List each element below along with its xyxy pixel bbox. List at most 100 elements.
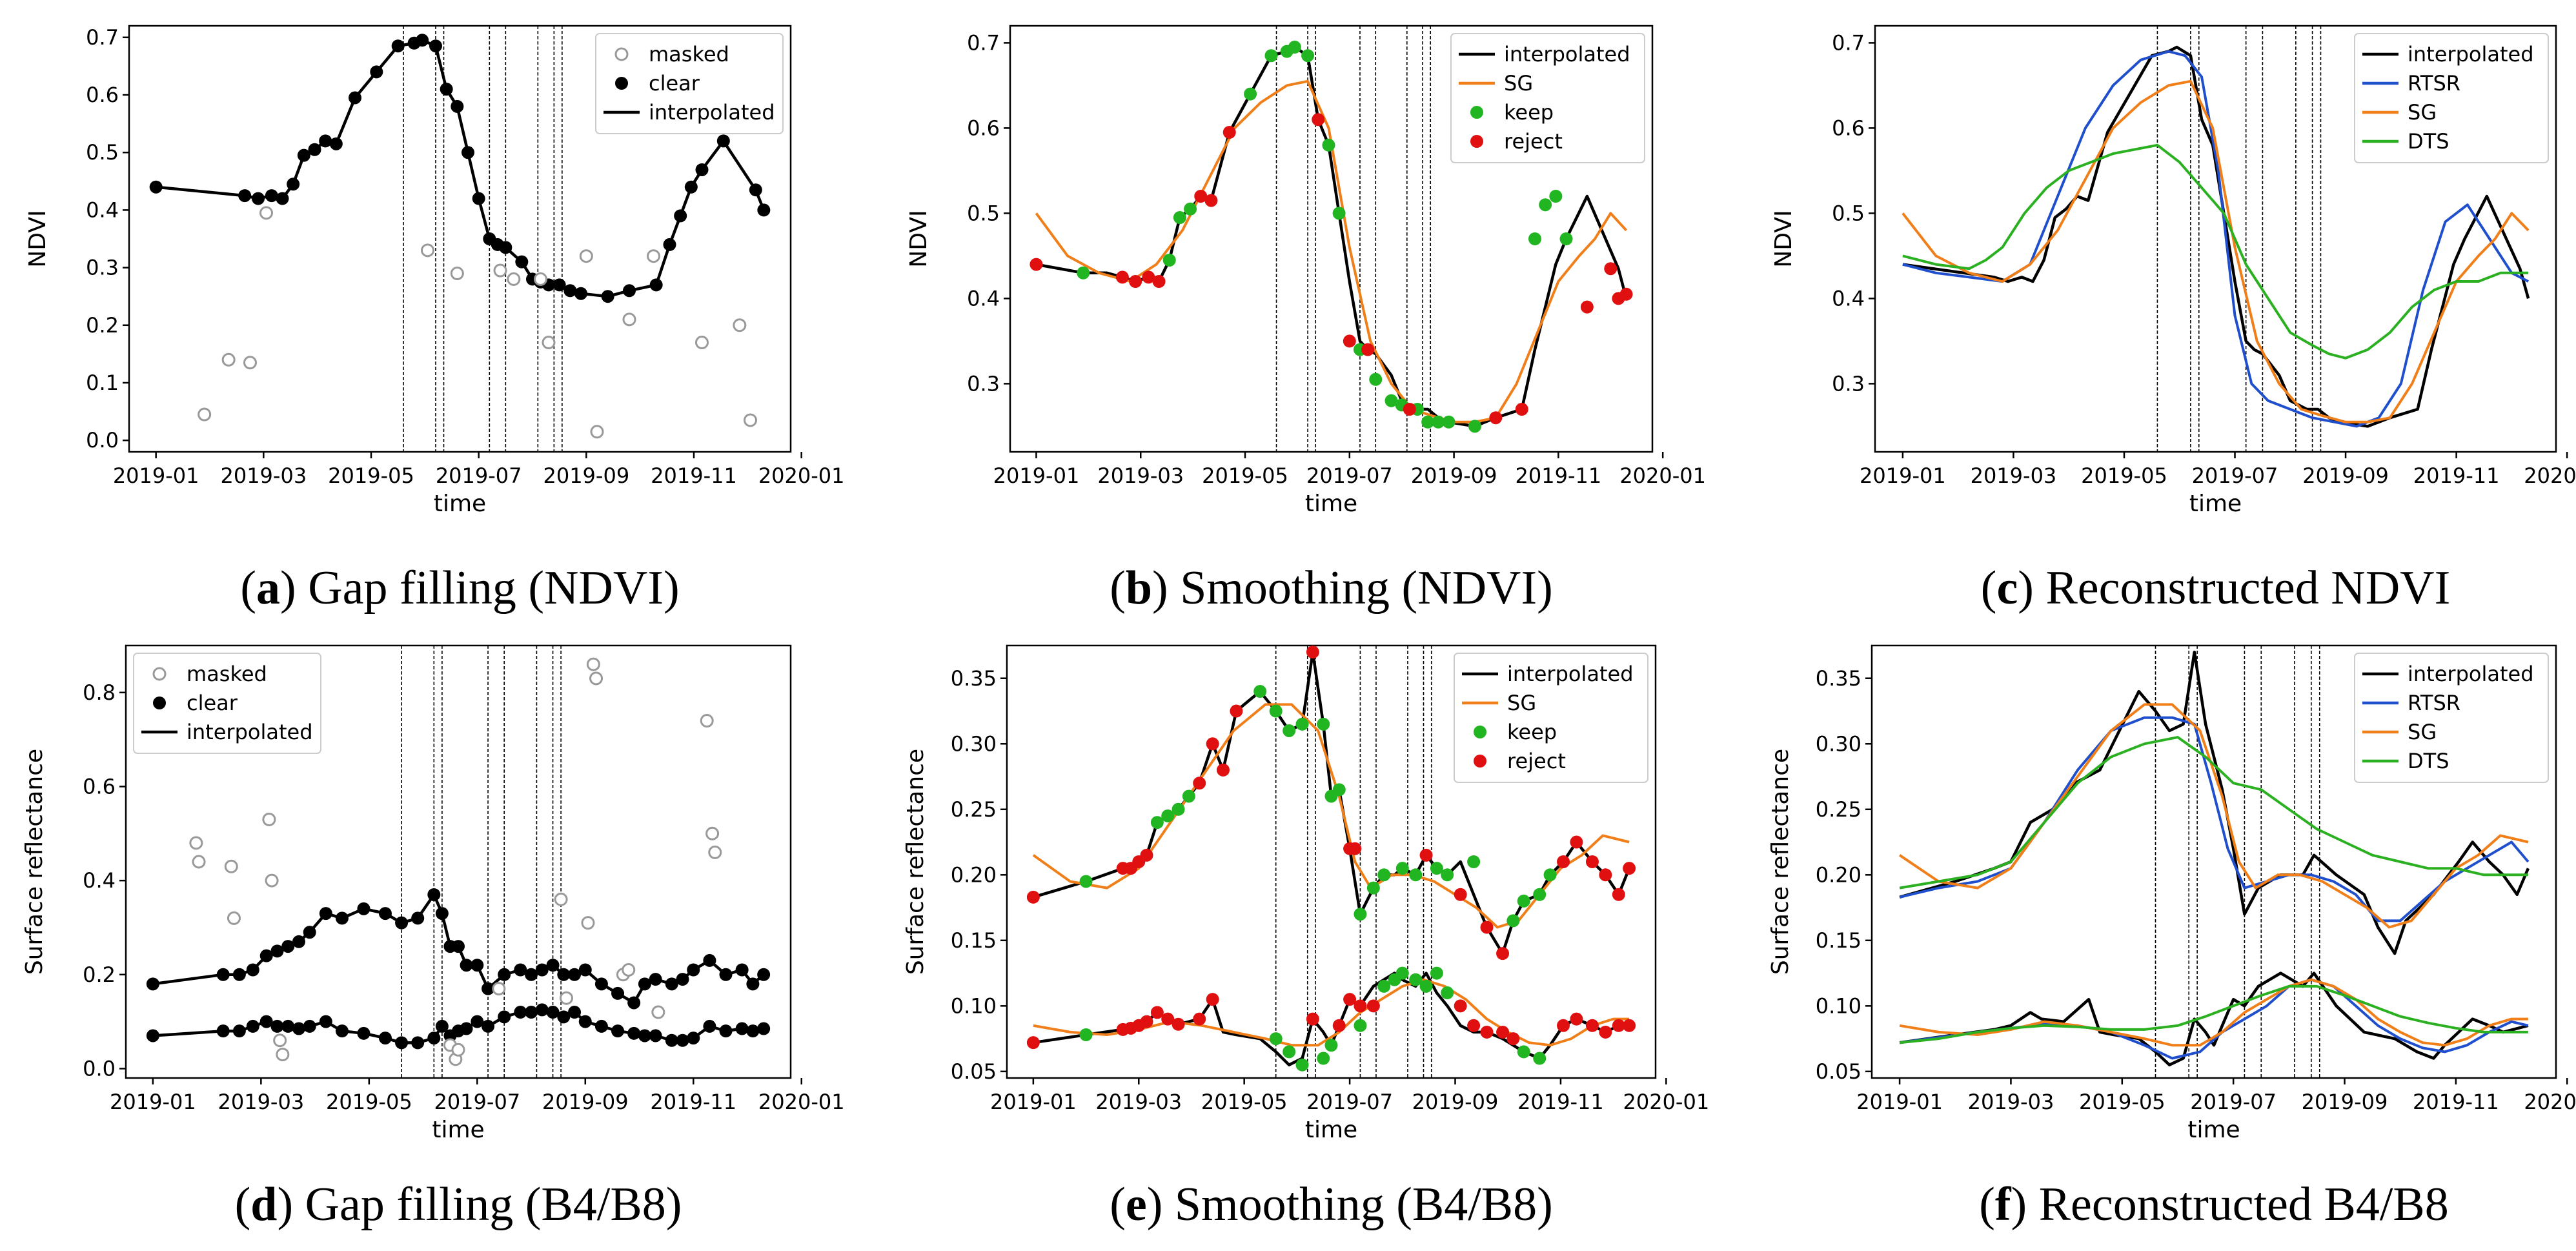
x-tick-label: 2019-11 [2413,463,2500,488]
series-line-RTSR_B4 [1899,978,2529,1060]
y-tick-label: 0.1 [86,371,119,395]
caption-close: ) [280,562,296,615]
data-point-clear_B8 [246,963,259,977]
masked-point [243,356,257,370]
masked-point [450,267,464,281]
caption-letter: f [1995,1178,2012,1231]
legend-label-keep: keep [1504,100,1554,125]
y-tick-label: 0.0 [83,1056,116,1081]
masked-point [534,272,547,286]
caption-open: ( [1110,562,1126,615]
masked-point [700,714,714,728]
x-tick-label: 2019-01 [993,463,1080,488]
x-tick-label: 2019-07 [436,463,522,488]
legend-label-keep: keep [1507,720,1557,744]
data-point-clear_B4 [638,1029,651,1042]
x-tick-label: 2019-05 [1202,463,1288,488]
legend: interpolated RTSR SG DTS [2354,653,2549,783]
x-axis-label: time [2187,1117,2240,1143]
data-point-keep [1384,394,1398,407]
y-tick-label: 0.5 [86,140,119,165]
data-point-clear_B4 [216,1024,230,1038]
data-point-reject [1193,777,1206,790]
x-tick-label: 2019-07 [2190,1090,2277,1114]
data-point-keep [1549,190,1563,203]
data-point-keep [1468,420,1481,433]
data-point-reject [1454,888,1467,901]
data-point-clear_B4 [719,1024,733,1038]
data-point-reject [1403,403,1416,416]
data-point-reject [1366,999,1380,1013]
data-point-clear_B8 [498,968,511,981]
y-tick-label: 0.6 [1832,116,1865,140]
data-point-keep [1269,1032,1283,1046]
data-point-keep [1171,802,1185,816]
data-point-clear_B8 [746,977,760,991]
data-point-clear_B4 [460,1022,473,1035]
data-point-reject [1193,1012,1206,1026]
masked-point [542,336,556,350]
y-tick-label: 0.10 [1816,993,1861,1018]
legend-label-SG: SG [2408,100,2437,125]
data-point-reject [1585,1019,1599,1032]
data-point-keep [1354,908,1367,921]
data-point-keep [1506,914,1520,928]
data-point-clear_B8 [427,888,441,901]
panel-caption: (a) Gap filling (NDVI) [240,562,679,615]
data-point-clear [370,65,383,79]
legend-label-interpolated: interpolated [1504,42,1630,66]
x-tick-label: 2020-01 [1623,1090,1709,1114]
data-point-keep [1244,87,1257,101]
data-point-clear_B8 [303,926,316,939]
data-point-clear_B8 [676,973,689,986]
panel-caption: (c) Reconstructed NDVI [1981,562,2450,615]
y-tick-label: 0.2 [86,313,119,338]
legend-label-masked: masked [649,42,729,66]
series-line-SG_B4 [1899,978,2528,1047]
data-point-keep [1432,415,1445,429]
data-point-keep [1543,868,1557,882]
data-point-keep [1539,198,1552,212]
data-point-keep [1528,232,1541,245]
y-tick-label: 0.2 [83,962,116,987]
data-point-clear [238,189,252,203]
caption-close: ) [277,1178,293,1231]
data-point-reject [1570,1012,1583,1026]
data-point-reject [1142,270,1155,284]
x-tick-label: 2019-05 [1201,1090,1288,1114]
data-point-clear_B4 [292,1022,305,1035]
data-point-reject [1599,868,1612,882]
data-point-keep [1288,41,1301,54]
y-tick-label: 0.7 [86,25,119,50]
legend-label-reject: reject [1507,749,1566,773]
data-point-clear_B8 [216,968,230,981]
x-tick-label: 2019-01 [1856,1090,1943,1114]
data-point-reject [1140,848,1153,862]
data-point-reject [1306,1012,1319,1026]
data-point-clear [623,284,636,298]
data-point-reject [1467,1019,1481,1032]
data-point-clear_B8 [319,907,332,920]
y-tick-label: 0.4 [86,198,119,222]
x-tick-label: 2019-03 [1097,463,1184,488]
masked-point [590,425,604,439]
data-point-clear_B8 [259,949,273,962]
data-point-reject [1332,1019,1346,1032]
y-axis-label: Surface reflectance [1767,749,1794,975]
caption-open: ( [235,1178,251,1231]
legend-label-RTSR: RTSR [2408,691,2460,715]
data-point-clear [265,189,278,203]
data-point-clear_B8 [482,982,495,995]
data-point-reject [1489,411,1503,425]
data-point-clear_B8 [232,968,246,981]
caption-open: ( [1979,1178,1995,1231]
masked-point [273,1033,287,1048]
data-point-keep [1369,372,1383,386]
data-point-reject [1612,888,1625,901]
data-point-keep [1332,207,1346,220]
data-point-clear [574,287,587,300]
data-point-reject [1194,190,1208,203]
data-point-clear_B8 [638,977,651,991]
legend: interpolated SG keep reject [1450,33,1645,163]
